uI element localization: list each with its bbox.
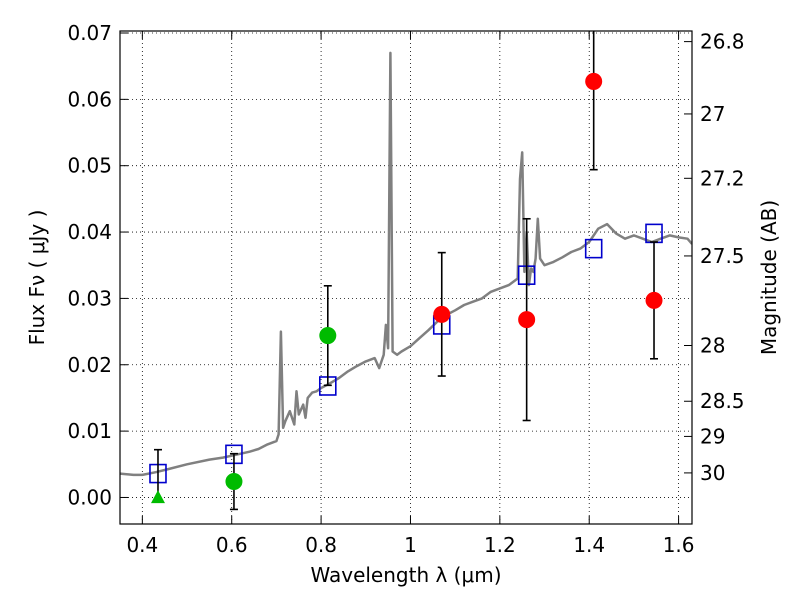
detection-limit-marker bbox=[150, 490, 165, 504]
right-tick-label: 27 bbox=[700, 102, 725, 126]
y-tick-label: 0.00 bbox=[67, 485, 112, 509]
right-tick-label: 27.5 bbox=[700, 244, 745, 268]
tick-labels: 0.4 0.6 0.8 1 1.2 1.4 1.6 0.00 0.01 0.02 0.03 0.04 0… bbox=[67, 21, 744, 557]
y-tick-label: 0.03 bbox=[67, 286, 112, 310]
y-tick-label: 0.04 bbox=[67, 220, 112, 244]
y-tick-label: 0.07 bbox=[67, 21, 112, 45]
x-tick-label: 0.4 bbox=[126, 533, 158, 557]
x-tick-label: 0.6 bbox=[216, 533, 248, 557]
x-tick-label: 1.6 bbox=[663, 533, 695, 557]
photometry-points bbox=[149, 31, 663, 511]
right-tick-label: 27.2 bbox=[700, 166, 745, 190]
x-tick-label: 1.4 bbox=[573, 533, 605, 557]
hst-photometry-marker bbox=[585, 72, 603, 90]
x-tick-label: 0.8 bbox=[305, 533, 337, 557]
y-tick-label: 0.01 bbox=[67, 419, 112, 443]
right-tick-label: 30 bbox=[700, 461, 725, 485]
grid-lines bbox=[120, 31, 692, 524]
x-tick-label: 1 bbox=[404, 533, 417, 557]
y-tick-label: 0.02 bbox=[67, 353, 112, 377]
model-spectrum-line bbox=[120, 51, 692, 477]
ground-based-photometry-marker bbox=[225, 473, 243, 491]
model-photometry-marker bbox=[584, 238, 603, 259]
plot-frame bbox=[119, 30, 693, 525]
right-tick-label: 28 bbox=[700, 334, 725, 358]
right-axis-label: Magnitude (AB) bbox=[757, 200, 781, 355]
right-tick-label: 29 bbox=[700, 424, 725, 448]
x-tick-label: 1.2 bbox=[484, 533, 516, 557]
y-tick-label: 0.06 bbox=[67, 87, 112, 111]
hst-photometry-marker bbox=[645, 291, 663, 309]
y-tick-label: 0.05 bbox=[67, 154, 112, 178]
hst-photometry-marker bbox=[433, 305, 451, 323]
model-spectrum-series bbox=[120, 51, 692, 477]
x-axis-label: Wavelength λ (μm) bbox=[310, 563, 501, 587]
hst-photometry-marker bbox=[518, 311, 536, 329]
axis-ticks bbox=[120, 31, 692, 524]
right-tick-label: 26.8 bbox=[700, 30, 745, 54]
ground-based-photometry-marker bbox=[319, 327, 337, 345]
y-axis-label: Flux Fν ( μJy ) bbox=[25, 210, 49, 346]
right-tick-label: 28.5 bbox=[700, 389, 745, 413]
